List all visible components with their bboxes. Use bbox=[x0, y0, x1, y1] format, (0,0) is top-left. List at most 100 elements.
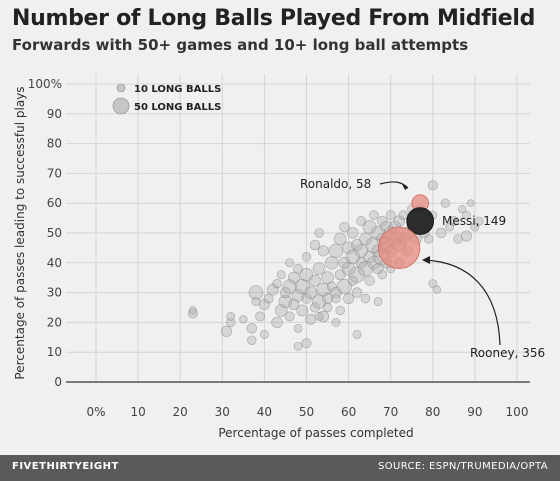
data-point bbox=[284, 311, 295, 322]
data-point bbox=[338, 256, 351, 269]
data-point bbox=[279, 287, 291, 299]
footer-bar: FIVETHIRTYEIGHT SOURCE: ESPN/TRUMEDIA/OP… bbox=[0, 455, 560, 481]
y-tick-label: 0 bbox=[54, 375, 62, 389]
rooney-arrow bbox=[423, 259, 501, 346]
data-point bbox=[288, 299, 300, 310]
y-tick-label: 50 bbox=[47, 226, 62, 240]
data-point bbox=[330, 286, 342, 299]
data-point bbox=[251, 297, 261, 306]
legend-small-circle bbox=[116, 83, 126, 93]
data-point bbox=[331, 293, 341, 304]
data-point bbox=[432, 285, 442, 294]
data-point bbox=[373, 297, 383, 306]
data-point bbox=[333, 232, 347, 246]
highlighted-points bbox=[377, 194, 434, 270]
x-tick-label: 20 bbox=[173, 405, 188, 419]
data-point bbox=[362, 220, 377, 234]
data-point bbox=[304, 286, 318, 299]
data-point bbox=[314, 228, 324, 238]
ronaldo-arrow bbox=[379, 181, 409, 189]
data-point bbox=[309, 274, 321, 287]
data-point bbox=[347, 275, 358, 286]
data-point bbox=[301, 252, 312, 262]
data-point bbox=[321, 271, 334, 285]
data-point bbox=[246, 323, 257, 334]
data-point bbox=[322, 293, 334, 305]
data-point bbox=[287, 271, 300, 284]
data-point bbox=[474, 216, 484, 226]
y-tick-label: 70 bbox=[47, 166, 62, 180]
data-point bbox=[263, 293, 274, 304]
data-point bbox=[356, 216, 367, 227]
x-tick-label: 100 bbox=[506, 405, 529, 419]
data-point bbox=[359, 232, 372, 246]
x-tick-label: 90 bbox=[467, 405, 482, 419]
x-tick-label: 50 bbox=[299, 405, 314, 419]
data-point bbox=[221, 325, 232, 337]
data-point bbox=[470, 222, 480, 232]
data-point bbox=[458, 205, 467, 214]
legend-small-label: 10 LONG BALLS bbox=[134, 84, 221, 95]
y-tick-label: 20 bbox=[47, 315, 62, 329]
data-point bbox=[461, 230, 472, 242]
y-tick-label: 60 bbox=[47, 196, 62, 210]
data-point bbox=[187, 308, 198, 319]
data-point bbox=[276, 270, 286, 280]
data-point bbox=[339, 221, 350, 233]
x-tick-label: 30 bbox=[215, 405, 230, 419]
data-point bbox=[188, 306, 197, 315]
legend-large-label: 50 LONG BALLS bbox=[134, 102, 221, 113]
data-points bbox=[187, 180, 484, 351]
data-point bbox=[328, 243, 344, 259]
data-point bbox=[427, 180, 438, 191]
x-tick-label: 80 bbox=[425, 405, 440, 419]
ronaldo-arrowhead bbox=[402, 184, 408, 190]
data-point bbox=[271, 316, 283, 329]
y-tick-label: 10 bbox=[47, 345, 62, 359]
data-point bbox=[274, 304, 288, 317]
x-tick-label: 40 bbox=[257, 405, 272, 419]
x-axis-ticks: 0% 10 20 30 40 50 60 70 80 90 100 bbox=[86, 405, 528, 419]
data-point bbox=[293, 263, 304, 274]
data-point bbox=[436, 227, 447, 239]
grid bbox=[66, 74, 530, 383]
legend: 10 LONG BALLS 50 LONG BALLS bbox=[112, 83, 221, 115]
data-point bbox=[309, 239, 321, 251]
data-point bbox=[352, 329, 362, 339]
y-tick-label: 30 bbox=[47, 286, 62, 300]
data-point bbox=[259, 329, 269, 339]
data-point bbox=[364, 275, 375, 286]
highlight-point-rooney bbox=[377, 226, 421, 270]
data-point bbox=[301, 338, 312, 349]
data-point bbox=[247, 335, 257, 345]
y-tick-label: 90 bbox=[47, 107, 62, 121]
data-point bbox=[322, 302, 333, 313]
data-point bbox=[255, 311, 266, 322]
data-point bbox=[309, 302, 320, 313]
data-point bbox=[448, 216, 459, 227]
data-point bbox=[369, 210, 379, 220]
data-point bbox=[293, 341, 303, 351]
data-point bbox=[385, 210, 396, 221]
data-point bbox=[305, 313, 317, 325]
x-tick-label: 70 bbox=[383, 405, 398, 419]
data-point bbox=[351, 239, 363, 251]
rooney-arrowhead bbox=[422, 256, 430, 264]
data-point bbox=[398, 210, 409, 220]
data-point bbox=[347, 227, 359, 239]
data-point bbox=[343, 293, 355, 305]
y-tick-label: 80 bbox=[47, 137, 62, 151]
y-tick-label: 40 bbox=[47, 256, 62, 270]
data-point bbox=[351, 287, 363, 298]
data-point bbox=[466, 199, 475, 207]
data-point bbox=[331, 317, 341, 327]
data-point bbox=[285, 258, 295, 268]
data-point bbox=[314, 312, 324, 321]
data-point bbox=[296, 304, 309, 317]
data-point bbox=[377, 270, 387, 280]
x-tick-label: 0% bbox=[86, 405, 105, 419]
source-note: SOURCE: ESPN/TRUMEDIA/OPTA bbox=[377, 461, 548, 472]
rooney-label: Rooney, 356 bbox=[470, 346, 545, 360]
chart-subtitle: Forwards with 50+ games and 10+ long bal… bbox=[12, 36, 469, 54]
data-point bbox=[462, 210, 471, 220]
